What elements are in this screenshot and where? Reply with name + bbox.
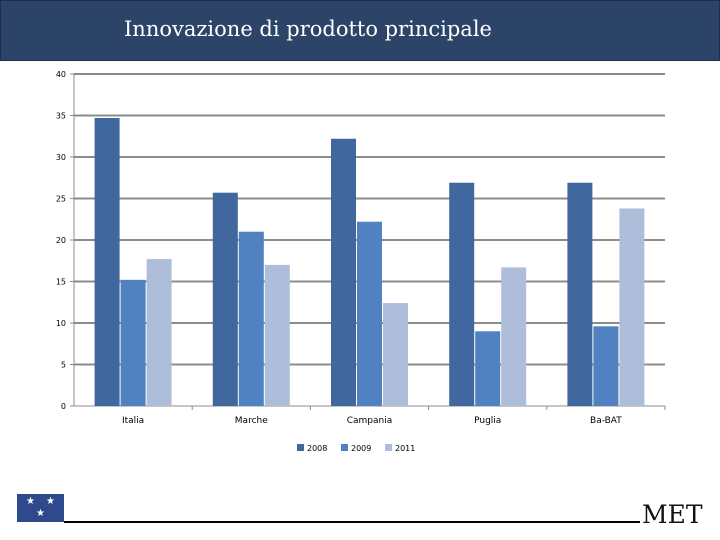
bar bbox=[475, 331, 501, 406]
bar bbox=[94, 117, 120, 407]
y-tick-label: 35 bbox=[56, 112, 66, 121]
y-tick-label: 20 bbox=[56, 236, 66, 245]
slide-title: Innovazione di prodotto principale bbox=[124, 17, 492, 41]
bar bbox=[357, 221, 382, 406]
legend-label: 2009 bbox=[351, 444, 371, 453]
legend-swatch bbox=[385, 444, 392, 451]
x-tick-label: Campania bbox=[347, 416, 393, 426]
x-tick-label: Marche bbox=[235, 416, 268, 426]
brand-logo-text: MET bbox=[642, 500, 703, 529]
bar bbox=[264, 264, 290, 406]
star-icon: ★ bbox=[26, 496, 35, 507]
star-icon: ★ bbox=[36, 508, 45, 519]
bar bbox=[331, 138, 356, 407]
y-tick-label: 40 bbox=[56, 70, 66, 79]
bar bbox=[567, 182, 593, 406]
bar bbox=[238, 231, 264, 406]
bar bbox=[449, 182, 475, 406]
bar bbox=[383, 303, 408, 406]
bar bbox=[120, 279, 146, 406]
bar bbox=[212, 192, 238, 406]
legend-swatch bbox=[341, 444, 348, 451]
y-tick-label: 5 bbox=[61, 361, 66, 370]
bar-chart: 0 5 10 15 20 25 30 35 40 Italia Marche Campania Pugl… bbox=[56, 70, 666, 453]
star-icon: ★ bbox=[46, 496, 55, 507]
bar bbox=[619, 208, 645, 406]
bar bbox=[501, 267, 527, 406]
x-tick-label: Ba-BAT bbox=[590, 416, 622, 426]
legend-label: 2008 bbox=[307, 444, 327, 453]
y-tick-label: 15 bbox=[56, 278, 66, 287]
bar bbox=[146, 259, 172, 406]
y-tick-label: 0 bbox=[61, 402, 66, 411]
x-tick-label: Puglia bbox=[474, 416, 501, 426]
legend-swatch bbox=[297, 444, 304, 451]
title-bar: Innovazione di prodotto principale bbox=[0, 0, 720, 61]
bar bbox=[593, 326, 619, 406]
eu-flag-logo: ★ ★ ★ bbox=[17, 494, 64, 522]
legend-label: 2011 bbox=[395, 444, 415, 453]
footer-divider bbox=[64, 521, 640, 523]
y-tick-label: 10 bbox=[56, 319, 66, 328]
x-tick-label: Italia bbox=[122, 416, 144, 426]
y-tick-label: 25 bbox=[56, 195, 66, 204]
y-tick-label: 30 bbox=[56, 153, 66, 162]
